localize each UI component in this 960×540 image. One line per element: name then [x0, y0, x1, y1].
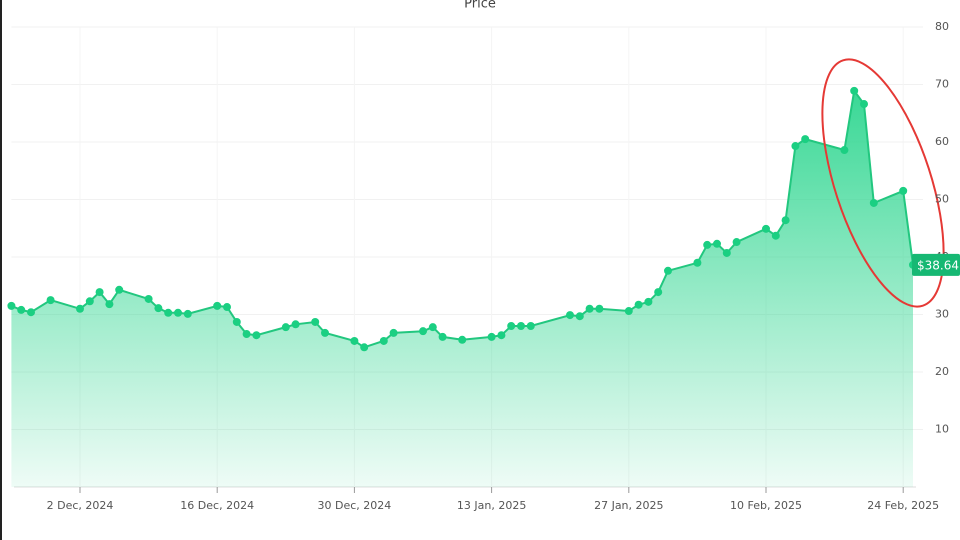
- x-tick-label: 13 Jan, 2025: [457, 499, 526, 512]
- price-point: [487, 332, 496, 341]
- price-point: [644, 297, 653, 306]
- x-tick-label: 2 Dec, 2024: [47, 499, 114, 512]
- price-point: [85, 297, 94, 306]
- price-point: [458, 335, 467, 344]
- price-point: [183, 309, 192, 318]
- chart-title: Price: [464, 0, 496, 12]
- x-tick-label: 30 Dec, 2024: [318, 499, 392, 512]
- price-point: [419, 327, 427, 336]
- price-point: [624, 307, 633, 316]
- price-point: [321, 328, 329, 337]
- y-tick-label: 30: [935, 308, 949, 321]
- price-point: [732, 238, 741, 247]
- price-point: [585, 304, 594, 313]
- price-point: [791, 142, 800, 151]
- price-point: [379, 336, 388, 345]
- price-point: [428, 323, 437, 332]
- price-point: [350, 336, 359, 345]
- price-point: [860, 100, 868, 109]
- x-tick-label: 27 Jan, 2025: [594, 499, 663, 512]
- price-point: [213, 301, 222, 310]
- price-point: [566, 311, 574, 320]
- plot: [7, 86, 917, 488]
- price-point: [595, 304, 604, 313]
- price-point: [507, 322, 516, 330]
- price-point: [869, 198, 878, 207]
- frame-edge: [0, 0, 2, 540]
- price-point: [252, 331, 261, 340]
- price-point: [27, 308, 35, 317]
- price-point: [497, 331, 506, 340]
- price-point: [154, 304, 163, 313]
- price-point: [164, 308, 173, 317]
- price-point: [575, 312, 584, 321]
- price-point: [17, 305, 26, 314]
- price-point: [232, 317, 241, 326]
- last-value-label: $38.64: [917, 258, 959, 272]
- price-point: [634, 300, 643, 309]
- price-point: [781, 216, 790, 225]
- price-point: [526, 322, 535, 330]
- y-tick-label: 50: [935, 193, 949, 206]
- price-point: [693, 258, 702, 267]
- area-fill: [11, 90, 913, 488]
- x-tick-label: 16 Dec, 2024: [180, 499, 254, 512]
- price-point: [654, 288, 663, 297]
- price-point: [360, 343, 369, 352]
- price-point: [7, 301, 16, 310]
- price-point: [801, 135, 810, 144]
- price-point: [281, 323, 290, 332]
- price-point: [664, 266, 672, 275]
- price-point: [722, 248, 731, 257]
- price-point: [174, 308, 182, 317]
- price-point: [223, 303, 231, 312]
- price-point: [311, 317, 320, 326]
- y-tick-label: 20: [935, 365, 949, 378]
- price-point: [242, 330, 251, 339]
- y-tick-label: 70: [935, 78, 949, 91]
- price-point: [76, 304, 84, 313]
- price-point: [771, 231, 780, 240]
- price-point: [517, 322, 525, 330]
- price-point: [46, 296, 55, 305]
- price-point: [899, 186, 908, 195]
- price-point: [438, 332, 447, 341]
- price-point: [713, 239, 721, 248]
- price-point: [144, 294, 153, 303]
- y-tick-label: 10: [935, 423, 949, 436]
- price-point: [703, 240, 712, 249]
- x-tick-label: 24 Feb, 2025: [867, 499, 939, 512]
- price-point: [115, 285, 124, 294]
- price-point: [762, 224, 770, 233]
- price-point: [850, 86, 859, 95]
- y-tick-label: 80: [935, 20, 949, 33]
- price-point: [291, 320, 300, 329]
- price-point: [840, 146, 849, 155]
- x-tick-label: 10 Feb, 2025: [730, 499, 802, 512]
- price-point: [389, 328, 398, 337]
- y-tick-label: 60: [935, 135, 949, 148]
- price-point: [105, 300, 114, 309]
- price-point: [95, 288, 104, 297]
- last-value-badge: [912, 253, 960, 276]
- highlight-ellipse: [821, 58, 945, 308]
